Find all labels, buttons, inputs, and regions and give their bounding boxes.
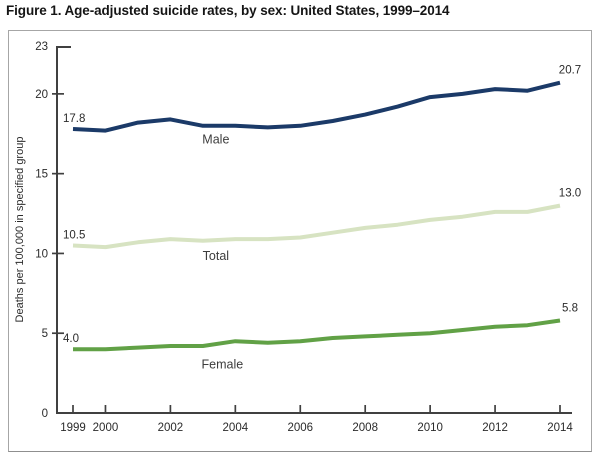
series-line-total	[72, 203, 561, 250]
y-tick-label: 20	[35, 89, 48, 101]
x-tick-label: 2002	[158, 422, 184, 434]
y-tick-label: 10	[35, 248, 48, 260]
line-chart: 0 5 10 15 20 23 1999 2000 2002 2004 2006 2008 2010 20…	[14, 41, 581, 434]
series-name-label-male: Male	[202, 132, 229, 146]
y-tick-label: 5	[42, 328, 48, 340]
x-tick-label: 2010	[417, 422, 443, 434]
series-line-female	[73, 318, 561, 352]
chart-frame: 0 5 10 15 20 23 1999 2000 2002 2004 2006 2008 2010 20…	[8, 30, 592, 452]
value-label-end-female: 5.8	[562, 302, 578, 314]
series-name-label-female: Female	[202, 357, 244, 371]
x-tick-label: 1999	[60, 422, 86, 434]
y-tick-label: 0	[42, 408, 48, 420]
value-label-end-male: 20.7	[559, 65, 581, 77]
value-label-start-female: 4.0	[63, 333, 79, 345]
axes	[56, 46, 572, 414]
y-tick-label: 23	[35, 41, 48, 53]
x-tick-label: 2014	[547, 422, 573, 434]
y-tick-label: 15	[35, 169, 48, 181]
series-name-label-total: Total	[203, 249, 229, 263]
x-tick-label: 2008	[352, 422, 378, 434]
x-tick-label: 2004	[223, 422, 249, 434]
y-axis-title: Deaths per 100,000 in specified group	[14, 137, 26, 323]
value-label-end-total: 13.0	[559, 188, 581, 200]
x-tick-label: 2012	[482, 422, 508, 434]
series-line-male	[72, 80, 561, 133]
x-tick-label: 2006	[287, 422, 313, 434]
figure-title: Figure 1. Age-adjusted suicide rates, by…	[6, 3, 450, 18]
value-label-start-male: 17.8	[63, 113, 85, 125]
x-tick-label: 2000	[93, 422, 119, 434]
value-label-start-total: 10.5	[63, 229, 85, 241]
